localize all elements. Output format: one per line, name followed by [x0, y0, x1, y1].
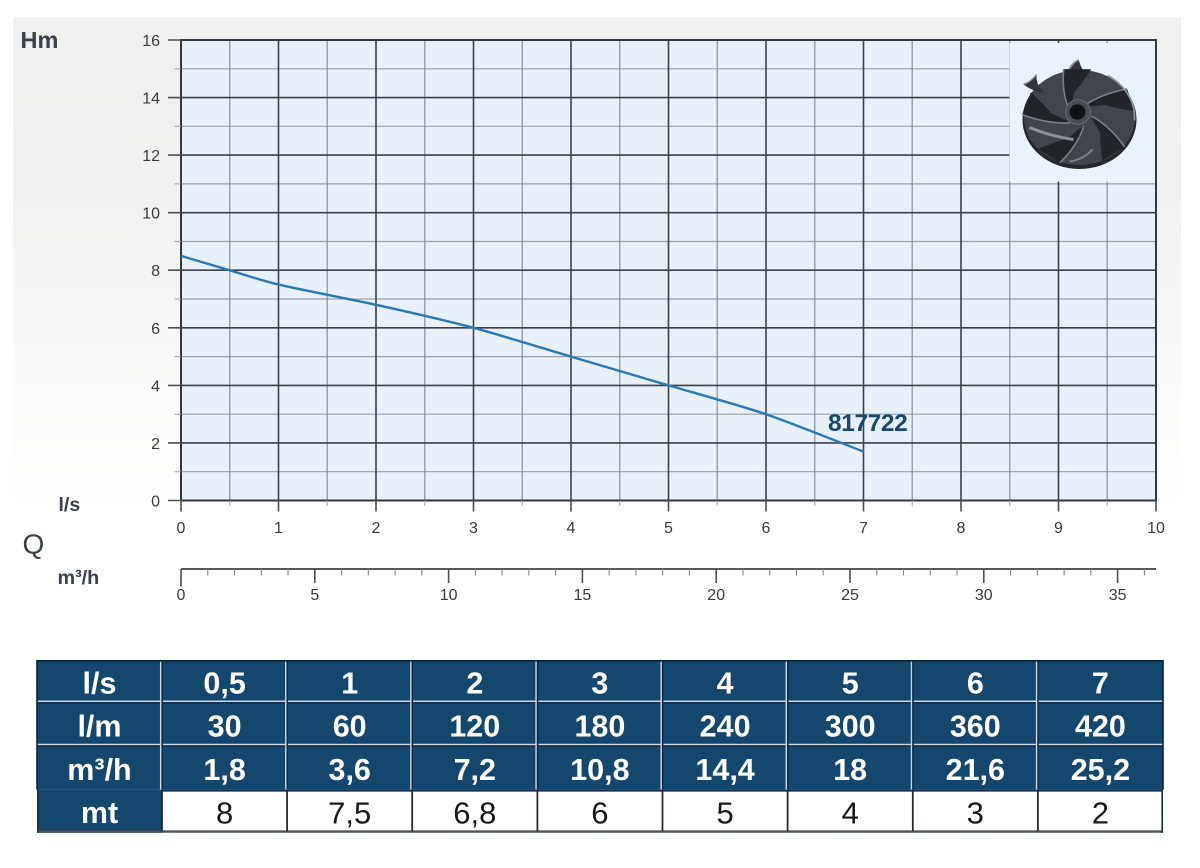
- svg-text:6: 6: [762, 520, 771, 537]
- svg-text:0: 0: [177, 587, 186, 604]
- svg-text:1,8: 1,8: [203, 753, 245, 787]
- svg-text:m³/h: m³/h: [58, 567, 100, 589]
- svg-text:4: 4: [842, 796, 859, 831]
- svg-text:1: 1: [341, 666, 358, 700]
- svg-text:7: 7: [859, 520, 868, 537]
- svg-text:4: 4: [717, 666, 734, 700]
- svg-text:l/m: l/m: [77, 710, 121, 744]
- svg-text:6: 6: [967, 666, 984, 700]
- svg-text:6: 6: [591, 796, 608, 831]
- svg-text:0: 0: [177, 520, 186, 537]
- svg-text:120: 120: [449, 710, 500, 744]
- svg-text:240: 240: [700, 710, 751, 744]
- svg-text:30: 30: [208, 710, 242, 744]
- svg-text:18: 18: [833, 753, 867, 787]
- svg-text:7,2: 7,2: [454, 753, 496, 787]
- svg-text:3: 3: [967, 796, 984, 831]
- svg-text:5: 5: [664, 520, 673, 537]
- svg-text:0,5: 0,5: [203, 666, 245, 700]
- svg-text:30: 30: [975, 587, 993, 604]
- svg-text:8: 8: [957, 520, 966, 537]
- svg-text:14: 14: [142, 91, 160, 108]
- svg-text:6: 6: [151, 321, 160, 338]
- svg-text:2: 2: [151, 436, 160, 453]
- svg-text:mt: mt: [81, 796, 118, 830]
- svg-text:420: 420: [1075, 710, 1126, 744]
- svg-text:2: 2: [372, 520, 381, 537]
- svg-text:7: 7: [1092, 666, 1109, 700]
- svg-text:3,6: 3,6: [328, 753, 370, 787]
- svg-text:60: 60: [333, 710, 367, 744]
- svg-text:4: 4: [151, 378, 160, 395]
- svg-text:8: 8: [151, 263, 160, 280]
- svg-text:10: 10: [440, 587, 458, 604]
- svg-text:12: 12: [142, 148, 160, 165]
- svg-text:10: 10: [1147, 520, 1165, 537]
- svg-text:10: 10: [142, 206, 160, 223]
- svg-text:m³/h: m³/h: [67, 753, 131, 787]
- svg-text:Hm: Hm: [21, 27, 59, 53]
- svg-text:25: 25: [841, 587, 859, 604]
- svg-text:21,6: 21,6: [946, 753, 1005, 787]
- svg-text:5: 5: [842, 666, 859, 700]
- svg-text:2: 2: [466, 666, 483, 700]
- svg-text:16: 16: [142, 33, 160, 50]
- svg-text:6,8: 6,8: [453, 796, 496, 831]
- svg-text:4: 4: [567, 520, 576, 537]
- svg-text:l/s: l/s: [83, 666, 117, 700]
- svg-text:10,8: 10,8: [570, 753, 629, 787]
- svg-text:3: 3: [469, 520, 478, 537]
- svg-text:9: 9: [1054, 520, 1063, 537]
- svg-text:1: 1: [274, 520, 283, 537]
- svg-text:180: 180: [574, 710, 625, 744]
- svg-text:5: 5: [310, 587, 319, 604]
- svg-text:3: 3: [591, 666, 608, 700]
- svg-text:5: 5: [716, 796, 733, 831]
- svg-text:7,5: 7,5: [328, 796, 371, 831]
- svg-text:20: 20: [707, 587, 725, 604]
- svg-text:817722: 817722: [828, 410, 907, 437]
- svg-text:300: 300: [825, 710, 876, 744]
- svg-text:0: 0: [151, 494, 160, 511]
- svg-text:2: 2: [1092, 796, 1109, 831]
- svg-text:14,4: 14,4: [695, 753, 754, 787]
- svg-text:8: 8: [216, 796, 233, 831]
- svg-text:35: 35: [1109, 587, 1127, 604]
- svg-text:25,2: 25,2: [1071, 753, 1130, 787]
- svg-text:Q: Q: [23, 529, 45, 560]
- svg-text:15: 15: [574, 587, 592, 604]
- svg-text:360: 360: [950, 710, 1001, 744]
- svg-text:l/s: l/s: [59, 494, 81, 516]
